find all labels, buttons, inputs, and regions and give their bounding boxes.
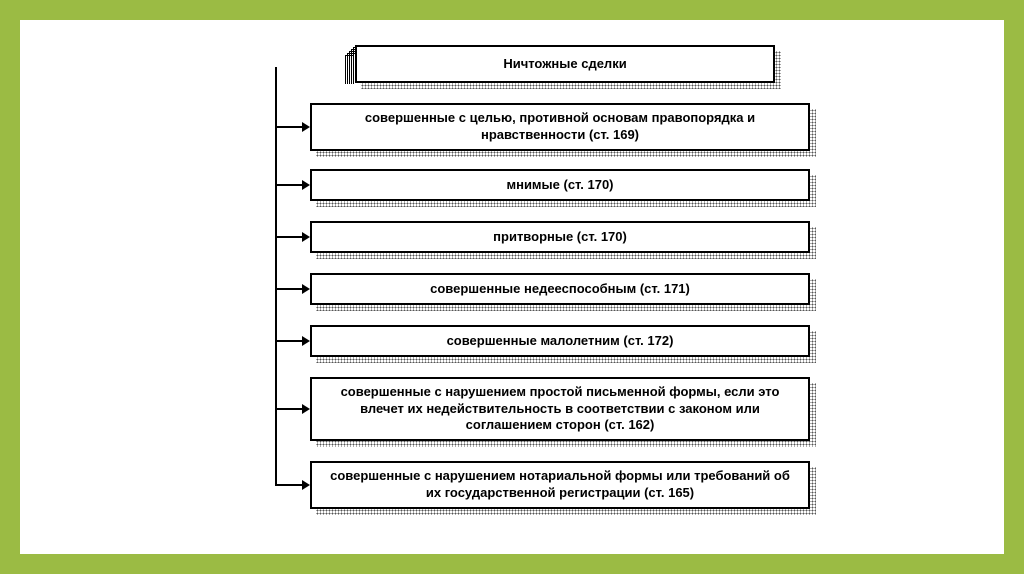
arrow-icon (302, 336, 310, 346)
child-box: совершенные с нарушением простой письмен… (310, 377, 810, 441)
child-box: совершенные с целью, противной основам п… (310, 103, 810, 151)
connector-trunk (275, 67, 277, 485)
connector-branch (275, 340, 304, 342)
box-label: мнимые (ст. 170) (506, 177, 613, 194)
child-box: совершенные недееспособным (ст. 171) (310, 273, 810, 305)
arrow-icon (302, 480, 310, 490)
child-box: совершенные с нарушением нотариальной фо… (310, 461, 810, 509)
box-label: совершенные недееспособным (ст. 171) (430, 281, 690, 298)
connector-branch (275, 236, 304, 238)
connector-branch (275, 288, 304, 290)
box-label: совершенные с нарушением простой письмен… (322, 384, 798, 435)
connector-branch (275, 484, 304, 486)
box-label: притворные (ст. 170) (493, 229, 627, 246)
box-label: совершенные с нарушением нотариальной фо… (322, 468, 798, 502)
child-box: совершенные малолетним (ст. 172) (310, 325, 810, 357)
box-label: Ничтожные сделки (503, 56, 626, 73)
arrow-icon (302, 122, 310, 132)
connector-branch (275, 184, 304, 186)
child-box: мнимые (ст. 170) (310, 169, 810, 201)
outer-frame: Ничтожные сделки совершенные с целью, про… (0, 0, 1024, 574)
connector-branch (275, 126, 304, 128)
connector-branch (275, 408, 304, 410)
box-label: совершенные с целью, противной основам п… (322, 110, 798, 144)
arrow-icon (302, 180, 310, 190)
root-box: Ничтожные сделки (355, 45, 775, 83)
arrow-icon (302, 232, 310, 242)
arrow-icon (302, 404, 310, 414)
box-label: совершенные малолетним (ст. 172) (447, 333, 674, 350)
child-box: притворные (ст. 170) (310, 221, 810, 253)
arrow-icon (302, 284, 310, 294)
